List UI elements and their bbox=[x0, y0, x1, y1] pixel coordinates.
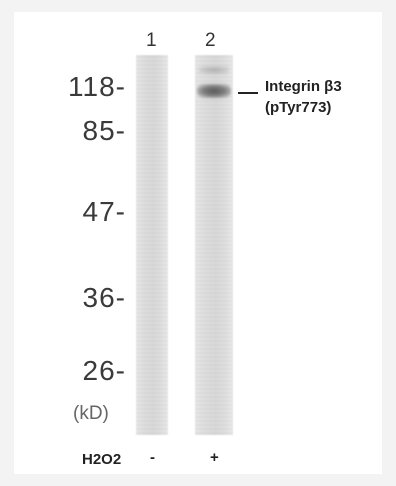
annotation-protein: Integrin β3 bbox=[265, 78, 342, 95]
marker-36: 36- bbox=[82, 282, 126, 313]
annotation-dash bbox=[238, 92, 258, 94]
marker-26: 26- bbox=[82, 355, 126, 386]
marker-85: 85- bbox=[82, 115, 126, 146]
treatment-lane-1: - bbox=[150, 449, 155, 466]
integrin-band bbox=[197, 84, 231, 98]
marker-47: 47- bbox=[82, 196, 126, 227]
lane-2 bbox=[195, 55, 233, 435]
lane-1-number: 1 bbox=[146, 30, 157, 51]
treatment-lane-2: + bbox=[210, 449, 219, 466]
annotation-site: (pTyr773) bbox=[265, 99, 332, 116]
lane-2-number: 2 bbox=[205, 30, 216, 51]
faint-band bbox=[199, 66, 229, 74]
lane-1 bbox=[136, 55, 168, 435]
treatment-label: H2O2 bbox=[82, 451, 122, 468]
marker-118: 118- bbox=[68, 71, 126, 102]
unit-label: (kD) bbox=[73, 403, 109, 424]
